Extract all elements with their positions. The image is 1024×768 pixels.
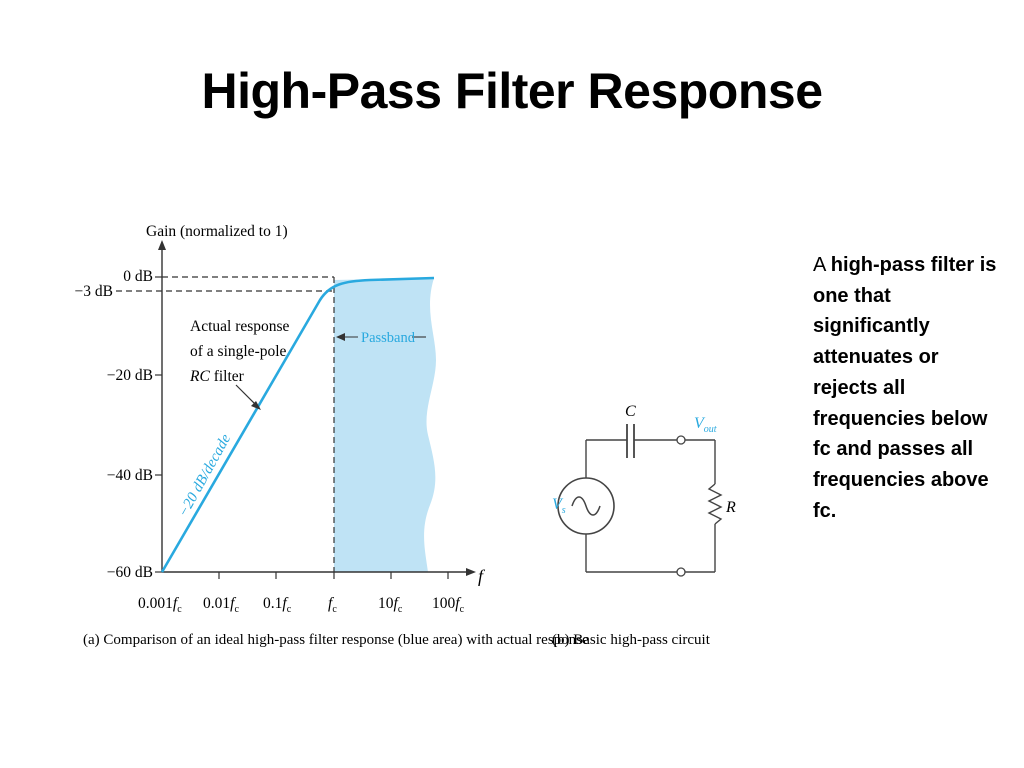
y-axis-arrow: [158, 240, 166, 250]
annotation-line-3: RC filter: [189, 368, 245, 385]
resistor-label: R: [725, 499, 736, 516]
vout-terminal-top: [676, 435, 686, 445]
x-tick-001fc: 0.01fc: [203, 595, 239, 615]
y-tick-0db: 0 dB: [123, 268, 153, 285]
annotation-line-2: of a single-pole: [190, 343, 287, 360]
slide-title: High-Pass Filter Response: [201, 63, 824, 119]
x-axis-arrow: [466, 568, 476, 576]
passband-area: [334, 278, 436, 572]
x-tick-100fc: 100fc: [432, 595, 465, 615]
vout-terminal-bottom: [676, 567, 686, 577]
slope-label: −20 dB/decade: [176, 431, 235, 520]
resistor-zigzag: [707, 483, 723, 525]
x-axis-label: f: [478, 566, 486, 586]
vout-label: Vout: [694, 415, 717, 435]
actual-response-curve: [160, 276, 435, 573]
x-tick-marks: [218, 572, 449, 579]
capacitor-label: C: [625, 403, 636, 420]
y-tick-marks: [155, 276, 162, 573]
x-tick-10fc: 10fc: [378, 595, 403, 615]
annotation-line-1: Actual response: [190, 318, 290, 335]
high-pass-circuit: [557, 424, 723, 573]
x-tick-labels: 0.001fc 0.01fc 0.1fc fc 10fc 100fc: [138, 595, 465, 615]
source-label: Vs: [552, 496, 566, 516]
x-tick-01fc: 0.1fc: [263, 595, 292, 615]
passband-arrowhead: [336, 333, 345, 341]
annotation-arrowhead: [251, 401, 261, 410]
y-tick-minus60db: −60 dB: [107, 564, 153, 581]
y-tick-minus40db: −40 dB: [107, 467, 153, 484]
description-text: A high-pass filter is one that significa…: [813, 250, 1003, 526]
y-axis-label: Gain (normalized to 1): [146, 223, 288, 240]
graph-caption: (a) Comparison of an ideal high-pass fil…: [83, 632, 589, 648]
y-tick-minus3db: −3 dB: [75, 283, 113, 300]
passband-label: Passband: [361, 330, 416, 346]
x-tick-0001fc: 0.001fc: [138, 595, 182, 615]
circuit-caption: (b) Basic high-pass circuit: [552, 632, 711, 648]
x-tick-fc: fc: [328, 595, 337, 615]
sine-wave-icon: [571, 496, 601, 516]
description-lead: A: [813, 254, 831, 276]
description-bold: high-pass filter is one that significant…: [813, 254, 997, 522]
voltage-source-circle: [557, 477, 615, 535]
y-tick-minus20db: −20 dB: [107, 367, 153, 384]
